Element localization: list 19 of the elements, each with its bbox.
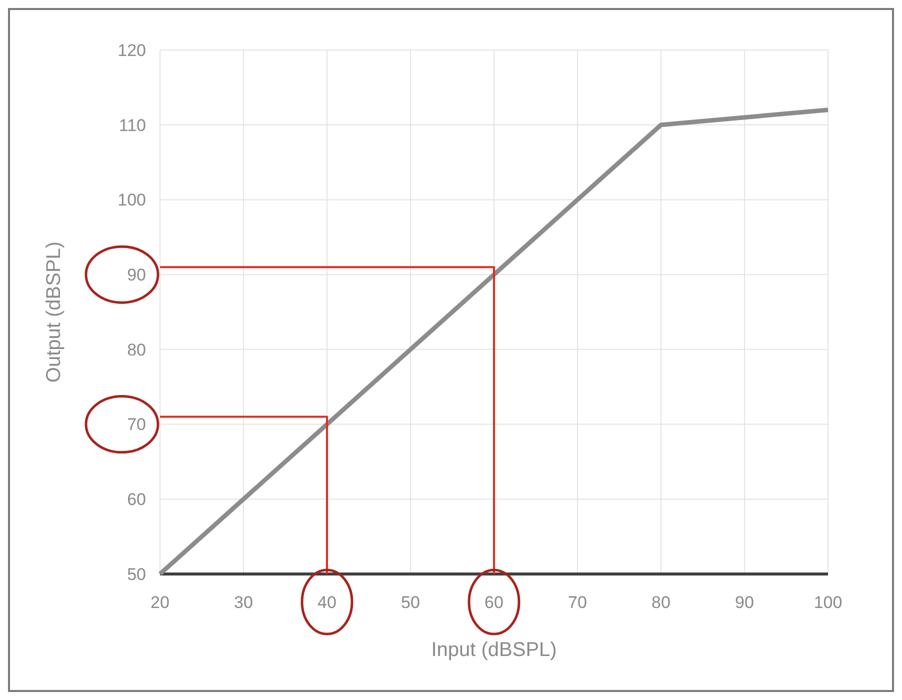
x-tick-label: 20 xyxy=(150,593,170,612)
y-tick-label: 50 xyxy=(127,564,146,584)
x-tick-label: 80 xyxy=(652,593,670,612)
x-tick-label: 40 xyxy=(318,593,336,612)
x-tick-label: 30 xyxy=(234,593,253,612)
y-tick-label: 60 xyxy=(127,490,146,510)
y-tick-label: 120 xyxy=(118,40,146,60)
x-tick-label: 60 xyxy=(484,593,504,612)
y-tick-label: 100 xyxy=(118,190,146,210)
x-tick-label: 100 xyxy=(814,593,842,612)
x-tick-label: 50 xyxy=(401,593,420,612)
y-axis-title: Output (dBSPL) xyxy=(43,241,65,383)
x-tick-label: 90 xyxy=(735,593,754,612)
y-tick-label: 110 xyxy=(118,116,146,135)
y-tick-label: 90 xyxy=(127,266,146,285)
y-tick-label: 80 xyxy=(127,340,146,360)
x-tick-label: 70 xyxy=(568,593,587,612)
y-tick-label: 70 xyxy=(127,415,146,434)
x-axis-title: Input (dBSPL) xyxy=(431,639,557,661)
